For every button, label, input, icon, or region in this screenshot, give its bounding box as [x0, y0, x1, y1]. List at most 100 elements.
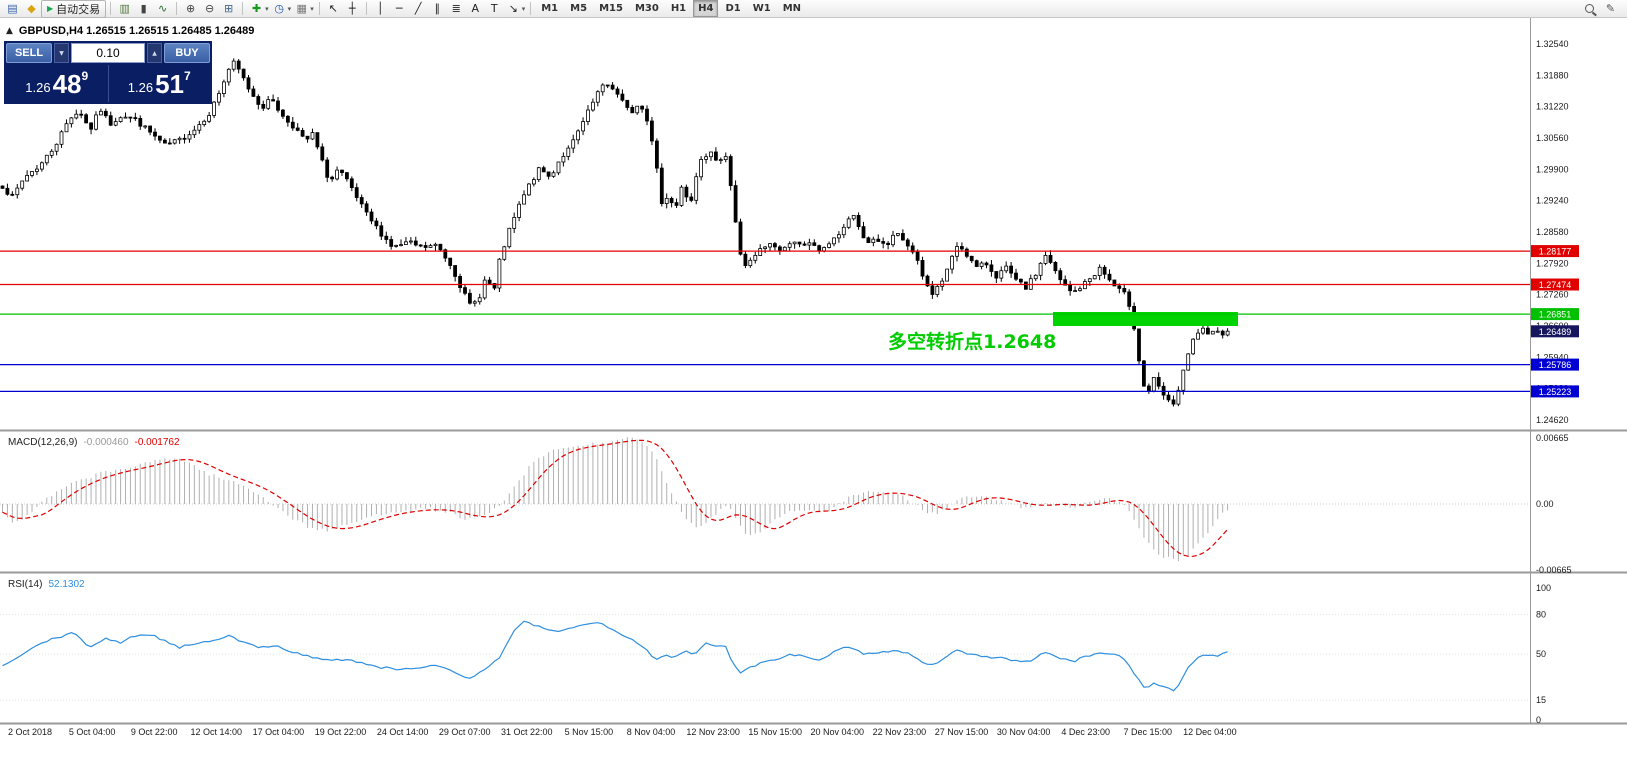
channel-icon[interactable]: ∥: [434, 2, 440, 15]
templates-icon-dropdown[interactable]: ▾: [310, 4, 314, 13]
svg-text:4 Dec 23:00: 4 Dec 23:00: [1061, 727, 1110, 737]
text-icon[interactable]: A: [471, 2, 479, 15]
svg-text:12 Nov 23:00: 12 Nov 23:00: [686, 727, 740, 737]
toolbar-separator: [176, 2, 178, 15]
timeframe-d1[interactable]: D1: [725, 3, 741, 14]
toolbar-separator: [242, 2, 244, 15]
chart-ohlc-info: GBPUSD,H4 1.26515 1.26515 1.26485 1.2648…: [18, 25, 255, 37]
volume-up-button[interactable]: ▲: [147, 43, 162, 63]
fibonacci-icon[interactable]: ≣: [451, 2, 461, 15]
svg-text:0.00: 0.00: [1536, 499, 1554, 509]
svg-text:20 Nov 04:00: 20 Nov 04:00: [811, 727, 865, 737]
svg-text:1.26851: 1.26851: [1539, 310, 1572, 320]
panel-separators: [0, 18, 1627, 725]
timeframe-m5[interactable]: M5: [570, 3, 588, 14]
templates-icon[interactable]: ▦: [296, 2, 307, 15]
svg-text:7 Dec 15:00: 7 Dec 15:00: [1124, 727, 1173, 737]
toolbar-separator: [530, 2, 532, 15]
label-icon[interactable]: T: [490, 2, 498, 15]
price-badge: 1.26851: [1531, 308, 1579, 321]
svg-text:1.25786: 1.25786: [1539, 360, 1572, 370]
svg-text:80: 80: [1536, 609, 1546, 619]
vertical-line-icon[interactable]: │: [376, 2, 384, 15]
edit-icon[interactable]: ✎: [1605, 2, 1616, 15]
price-chart[interactable]: 多空转折点1.26481.325401.318801.312201.305601…: [0, 18, 1627, 764]
one-click-trading-panel: SELL ▼ ▲ BUY 1.26 48 9 1.26 51 7: [4, 41, 212, 104]
timeframe-w1[interactable]: W1: [752, 3, 771, 14]
chart-annotation-text[interactable]: 多空转折点1.2648: [888, 330, 1056, 353]
sell-price-small: 1.26: [25, 80, 51, 95]
svg-text:29 Oct 07:00: 29 Oct 07:00: [439, 727, 491, 737]
buy-button[interactable]: BUY: [164, 43, 210, 63]
svg-text:1.29240: 1.29240: [1536, 196, 1569, 206]
price-badge: 1.27474: [1531, 278, 1579, 291]
svg-text:1.31220: 1.31220: [1536, 102, 1569, 112]
buy-price-sup: 7: [184, 68, 191, 83]
line-chart-icon[interactable]: ∿: [158, 2, 168, 15]
svg-text:5 Nov 15:00: 5 Nov 15:00: [565, 727, 614, 737]
svg-text:1.27474: 1.27474: [1539, 280, 1572, 290]
price-axis[interactable]: 1.32540 1.31880 1.31220 1.30560 1.29900 1.292…: [1536, 39, 1572, 725]
svg-text:2 Oct 2018: 2 Oct 2018: [8, 727, 52, 737]
candlestick-chart-icon[interactable]: ▮: [140, 2, 147, 15]
timeframe-m30[interactable]: M30: [634, 3, 659, 14]
new-order-icon[interactable]: ▤: [7, 2, 18, 15]
svg-text:8 Nov 04:00: 8 Nov 04:00: [627, 727, 676, 737]
bar-chart-icon[interactable]: ▥: [119, 2, 130, 15]
trendline-icon[interactable]: ╱: [414, 2, 422, 15]
timeframe-m1[interactable]: M1: [541, 3, 559, 14]
timeframe-h4[interactable]: H4: [693, 0, 719, 17]
svg-text:22 Nov 23:00: 22 Nov 23:00: [873, 727, 927, 737]
autotrading-button-label: 自动交易: [56, 2, 101, 16]
new-chart-icon[interactable]: ✚: [252, 2, 262, 15]
zoom-out-icon[interactable]: ⊖: [205, 2, 215, 15]
timeframe-mn[interactable]: MN: [782, 3, 802, 14]
svg-text:30 Nov 04:00: 30 Nov 04:00: [997, 727, 1051, 737]
sell-price[interactable]: 1.26 48 9: [6, 65, 108, 102]
svg-text:1.29900: 1.29900: [1536, 164, 1569, 174]
timeframe-h1[interactable]: H1: [670, 3, 687, 14]
profiles-icon[interactable]: ◷: [274, 2, 284, 15]
buy-price[interactable]: 1.26 51 7: [107, 65, 210, 102]
search-icon[interactable]: [1580, 0, 1599, 18]
arrows-icon[interactable]: ↘: [508, 2, 518, 15]
svg-text:1.30560: 1.30560: [1536, 133, 1569, 143]
tile-windows-icon[interactable]: ⊞: [224, 2, 234, 15]
svg-text:15 Nov 15:00: 15 Nov 15:00: [748, 727, 802, 737]
svg-text:-0.00665: -0.00665: [1536, 565, 1572, 575]
toolbar-separator: [318, 2, 320, 15]
price-badge: 1.25786: [1531, 358, 1579, 371]
new-chart-icon-dropdown[interactable]: ▾: [265, 4, 269, 13]
svg-text:0.00665: 0.00665: [1536, 433, 1569, 443]
svg-text:27 Nov 15:00: 27 Nov 15:00: [935, 727, 989, 737]
cursor-icon[interactable]: ↖: [328, 2, 338, 15]
candlestick-series: [0, 58, 1230, 407]
one-click-collapse-arrow[interactable]: ▲: [6, 26, 13, 36]
svg-text:12 Oct 14:00: 12 Oct 14:00: [191, 727, 243, 737]
autotrading-button[interactable]: ▶ 自动交易: [41, 0, 107, 18]
magnifier-glyph: [1585, 4, 1594, 13]
toolbar-right-icons: ✎: [1580, 0, 1624, 18]
svg-text:5 Oct 04:00: 5 Oct 04:00: [69, 727, 116, 737]
svg-text:50: 50: [1536, 649, 1546, 659]
price-badge: 1.25223: [1531, 385, 1579, 398]
crosshair-icon[interactable]: ┼: [348, 2, 356, 15]
horizontal-line-icon[interactable]: ─: [395, 2, 403, 15]
rsi-line: [2, 620, 1228, 692]
zoom-in-icon[interactable]: ⊕: [186, 2, 196, 15]
toolbar-separator: [110, 2, 112, 15]
timeframe-m15[interactable]: M15: [599, 3, 623, 14]
sell-button[interactable]: SELL: [6, 43, 52, 63]
macd-signal-line: [2, 439, 1229, 557]
profiles-icon-dropdown[interactable]: ▾: [287, 4, 292, 13]
buy-price-small: 1.26: [127, 80, 154, 95]
arrows-icon-dropdown[interactable]: ▾: [521, 4, 526, 13]
svg-text:24 Oct 14:00: 24 Oct 14:00: [377, 727, 429, 737]
svg-text:1.28177: 1.28177: [1539, 247, 1572, 257]
volume-down-button[interactable]: ▼: [54, 43, 69, 63]
time-axis[interactable]: 2 Oct 2018 5 Oct 04:00 9 Oct 22:00 12 Oct 1…: [8, 727, 1237, 737]
volume-input[interactable]: [71, 43, 145, 63]
metaquotes-icon[interactable]: ◆: [27, 2, 36, 15]
svg-text:19 Oct 22:00: 19 Oct 22:00: [315, 727, 367, 737]
highlight-zone-rect[interactable]: [1053, 312, 1238, 326]
